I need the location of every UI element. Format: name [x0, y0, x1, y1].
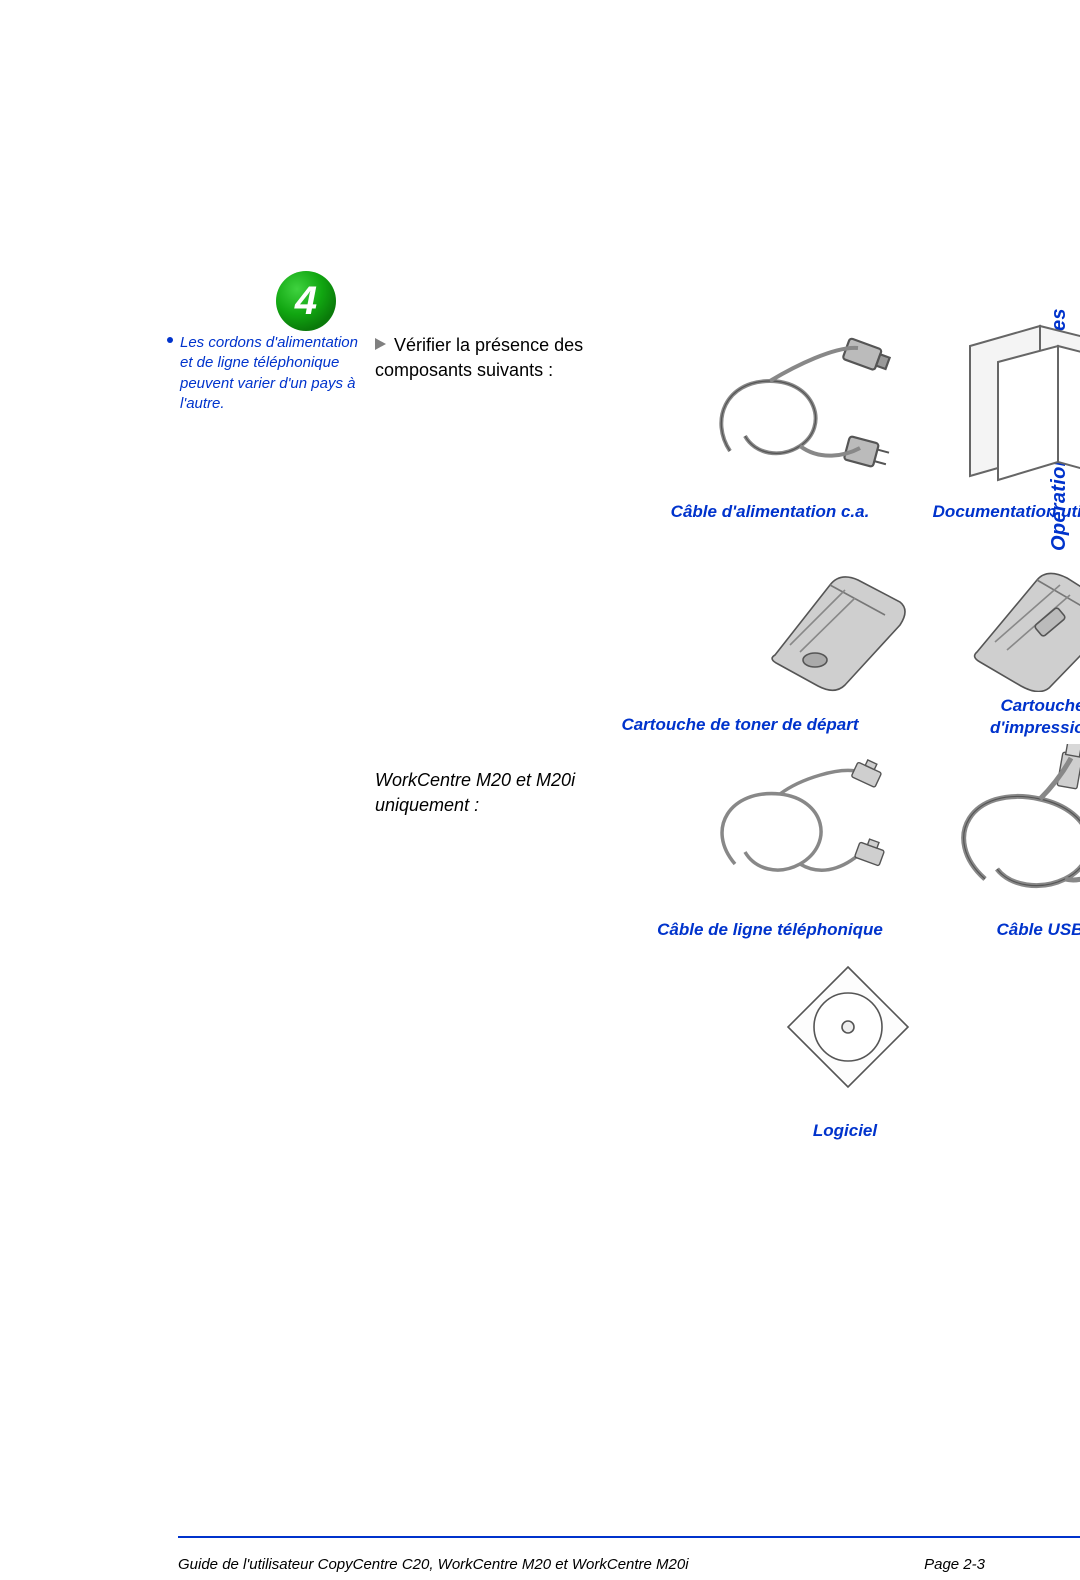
caption-power-cable: Câble d'alimentation c.a.: [640, 501, 900, 523]
footer-page-number: Page 2-3: [924, 1556, 985, 1573]
bullet-icon: [167, 337, 173, 343]
caption-usb-cable: Câble USB: [970, 919, 1080, 941]
margin-note-text: Les cordons d'alimentation et de ligne t…: [180, 334, 358, 412]
caption-toner: Cartouche de toner de départ: [590, 714, 890, 736]
illus-print-cartridge: [965, 560, 1080, 692]
caption-software: Logiciel: [785, 1120, 905, 1142]
margin-note: Les cordons d'alimentation et de ligne t…: [180, 333, 360, 414]
illus-toner-cartridge: [760, 560, 915, 692]
instruction-text: Vérifier la présence des composants suiv…: [375, 335, 583, 380]
model-note: WorkCentre M20 et M20i uniquement :: [375, 768, 635, 818]
page: 4 Les cordons d'alimentation et de ligne…: [0, 0, 1080, 1580]
footer-guide-title: Guide de l'utilisateur CopyCentre C20, W…: [178, 1556, 689, 1573]
triangle-bullet-icon: [375, 338, 386, 350]
caption-drum: Cartouche d'impression: [950, 695, 1080, 739]
step-badge: 4: [275, 270, 337, 332]
illus-user-docs: [950, 316, 1080, 488]
illus-software-cd: [783, 962, 913, 1092]
illus-power-cable: [700, 326, 905, 488]
illus-usb-cable: [945, 744, 1080, 906]
footer-rule: [178, 1536, 1080, 1538]
illus-phone-cable: [700, 744, 905, 906]
instruction: Vérifier la présence des composants suiv…: [375, 333, 625, 383]
caption-phone-cable: Câble de ligne téléphonique: [640, 919, 900, 941]
step-number: 4: [294, 279, 317, 323]
